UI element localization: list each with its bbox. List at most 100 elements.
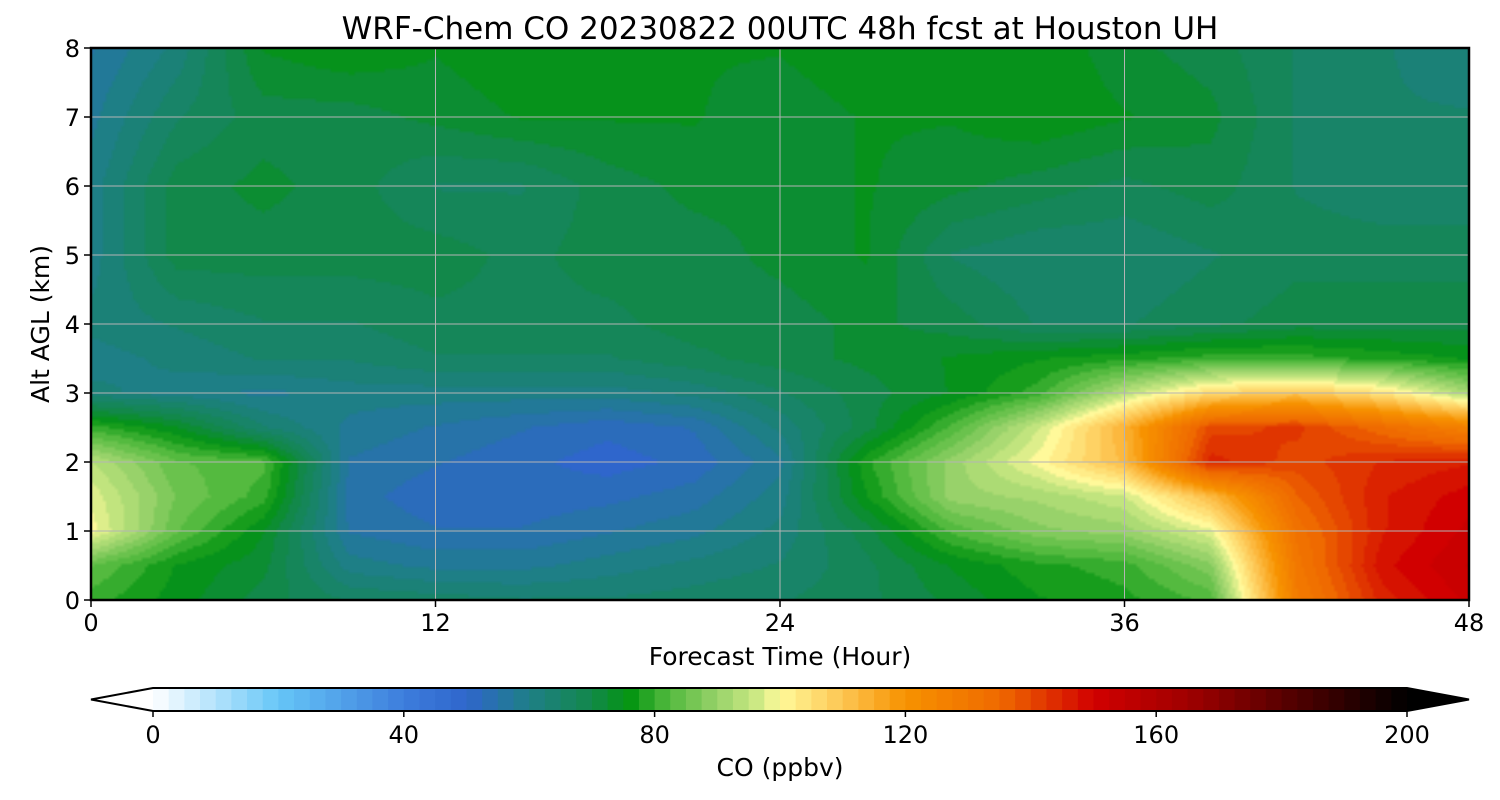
grid-lines [91,48,1469,600]
colorbar-segment [905,688,922,711]
x-tick-label: 36 [1109,609,1140,637]
colorbar-segment [1140,688,1157,711]
x-axis-ticks: 0 12 24 36 48 [83,600,1484,637]
colorbar-segment [1234,688,1251,711]
y-tick-label: 4 [65,311,80,339]
colorbar-segment [1218,688,1236,711]
colorbar-segment [670,688,687,711]
colorbar-segment [450,688,468,711]
colorbar-tick-label: 200 [1384,721,1430,749]
y-tick-label: 3 [65,380,80,408]
colorbar-segment [685,688,703,711]
colorbar-ticks: 0 40 80 120 160 200 [145,711,1430,749]
colorbar-segment [842,688,859,711]
colorbar-segment [983,688,1001,711]
colorbar-segment [1109,688,1126,711]
colorbar-segment [560,688,577,711]
y-tick-label: 5 [65,242,80,270]
colorbar-tick-label: 0 [145,721,160,749]
colorbar-segment [529,688,546,711]
colorbar-label: CO (ppbv) [717,753,844,782]
y-tick-label: 2 [65,449,80,477]
colorbar [90,687,1470,712]
colorbar-segment [921,688,938,711]
colorbar-segment [1359,688,1377,711]
colorbar-segment [513,688,530,711]
chart-title: WRF-Chem CO 20230822 00UTC 48h fcst at H… [342,11,1219,47]
colorbar-segment [200,688,217,711]
colorbar-extend-high [1407,688,1469,711]
x-axis-label: Forecast Time (Hour) [649,642,912,671]
colorbar-segment [1250,688,1267,711]
colorbar-segment [952,688,969,711]
colorbar-segment [1328,688,1345,711]
colorbar-segment [1265,688,1283,711]
colorbar-segment [215,688,232,711]
colorbar-segment [153,688,170,711]
colorbar-segment [1344,688,1361,711]
colorbar-segment [482,688,499,711]
colorbar-segment [1312,688,1330,711]
colorbar-segment [1015,688,1032,711]
colorbar-segment [247,688,264,711]
x-tick-label: 12 [420,609,451,637]
y-tick-label: 0 [65,587,80,615]
colorbar-segment [341,688,358,711]
colorbar-segment [999,688,1016,711]
colorbar-tick-label: 80 [639,721,670,749]
colorbar-segment [889,688,906,711]
colorbar-segment [638,688,656,711]
colorbar-segment [325,688,342,711]
colorbar-segment [1093,688,1110,711]
colorbar-segment [1203,688,1220,711]
colorbar-segment [1156,688,1173,711]
colorbar-segment [168,688,185,711]
colorbar-segment [356,688,374,711]
colorbar-segment [1171,688,1189,711]
colorbar-segment [795,688,812,711]
colorbar-segment [1297,688,1314,711]
colorbar-segment [403,688,421,711]
colorbar-segment [466,688,483,711]
colorbar-segment [607,688,624,711]
colorbar-segment [576,688,593,711]
colorbar-segment [419,688,436,711]
colorbar-segment [231,688,248,711]
x-tick-label: 0 [83,609,98,637]
colorbar-segment [1375,688,1392,711]
colorbar-segment [827,688,844,711]
colorbar-segment [309,688,327,711]
y-tick-label: 6 [65,173,80,201]
colorbar-segment [701,688,718,711]
colorbar-segment [435,688,452,711]
colorbar-segment [858,688,875,711]
colorbar-segment [278,688,295,711]
y-tick-label: 1 [65,518,80,546]
colorbar-segment [1046,688,1063,711]
colorbar-segment [497,688,515,711]
colorbar-tick-label: 160 [1133,721,1179,749]
colorbar-tick-label: 40 [389,721,420,749]
colorbar-segment [388,688,405,711]
colorbar-extend-low [91,688,153,711]
colorbar-segment [811,688,828,711]
colorbar-segment [717,688,734,711]
y-axis-label: Alt AGL (km) [26,245,55,403]
colorbar-segment [968,688,985,711]
colorbar-segment [748,688,765,711]
colorbar-segment [1187,688,1204,711]
colorbar-segment [1124,688,1142,711]
colorbar-segment [732,688,750,711]
colorbar-segment [372,688,389,711]
colorbar-segment [654,688,671,711]
colorbar-segment [780,688,797,711]
colorbar-segment [544,688,562,711]
colorbar-segment [874,688,891,711]
colorbar-segment [262,688,279,711]
colorbar-segment [623,688,640,711]
colorbar-segment [1391,688,1408,711]
colorbar-segment [294,688,311,711]
colorbar-segment [764,688,781,711]
colorbar-segment [936,688,954,711]
